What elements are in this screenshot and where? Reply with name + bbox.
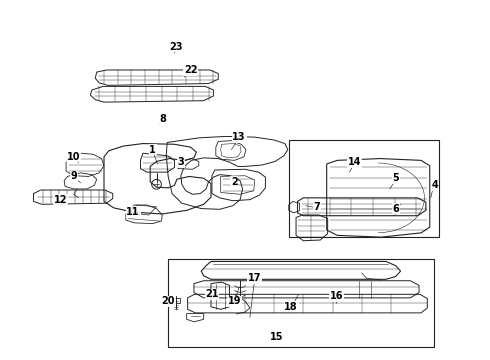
Text: 1: 1 xyxy=(149,145,156,155)
Text: 4: 4 xyxy=(431,180,438,190)
Bar xyxy=(168,258,434,347)
Text: 5: 5 xyxy=(392,173,399,183)
Text: 15: 15 xyxy=(270,332,283,342)
Text: 14: 14 xyxy=(347,157,361,167)
Text: 20: 20 xyxy=(161,296,175,306)
Text: 21: 21 xyxy=(205,289,219,299)
Text: 7: 7 xyxy=(314,202,320,212)
Text: 2: 2 xyxy=(231,177,238,187)
Text: 23: 23 xyxy=(169,42,183,52)
Text: 12: 12 xyxy=(53,195,67,204)
Text: 6: 6 xyxy=(392,203,399,213)
Bar xyxy=(289,140,439,237)
Text: 17: 17 xyxy=(248,273,262,283)
Text: 18: 18 xyxy=(284,302,298,312)
Text: 8: 8 xyxy=(159,114,166,124)
Text: 9: 9 xyxy=(71,171,77,181)
Text: 13: 13 xyxy=(232,132,246,142)
Text: 22: 22 xyxy=(184,65,197,75)
Text: 11: 11 xyxy=(126,207,140,217)
Text: 10: 10 xyxy=(67,152,80,162)
Text: 3: 3 xyxy=(177,157,184,167)
Text: 16: 16 xyxy=(330,291,343,301)
Text: 19: 19 xyxy=(227,296,241,306)
